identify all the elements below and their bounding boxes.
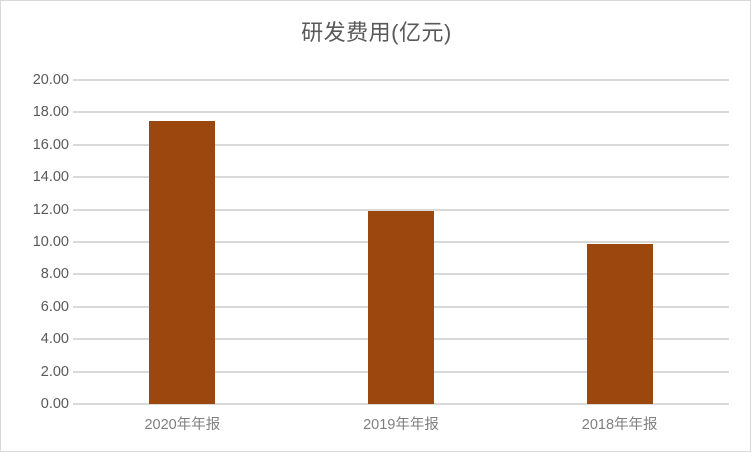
y-axis-tick-label: 12.00 bbox=[32, 201, 69, 218]
bar-2019年年报[interactable] bbox=[368, 210, 434, 404]
chart-title: 研发费用(亿元) bbox=[301, 20, 452, 45]
gridline bbox=[73, 403, 729, 405]
gridline bbox=[73, 208, 729, 211]
x-axis-tick-label: 2018年年报 bbox=[581, 417, 658, 433]
y-axis-tick-label: 20.00 bbox=[32, 72, 69, 88]
bar-2020年年报[interactable] bbox=[149, 121, 216, 404]
gridline bbox=[73, 176, 729, 179]
y-axis-tick-label: 14.00 bbox=[32, 169, 69, 186]
plot-area bbox=[73, 79, 729, 405]
gridline bbox=[73, 143, 729, 146]
x-axis-tick-label: 2020年年报 bbox=[144, 417, 221, 433]
y-axis-tick-label: 10.00 bbox=[32, 234, 69, 250]
gridline bbox=[73, 111, 729, 114]
y-axis-tick-label: 8.00 bbox=[40, 266, 69, 283]
y-axis-labels: 20.00 18.00 16.00 14.00 12.00 10.00 8.00 6.00 4.… bbox=[1, 72, 69, 412]
y-axis-tick-label: 16.00 bbox=[32, 136, 69, 153]
x-axis-tick-label: 2019年年报 bbox=[363, 417, 439, 433]
y-axis-tick-label: 2.00 bbox=[40, 363, 69, 380]
y-axis-tick-label: 0.00 bbox=[40, 396, 69, 412]
y-axis-tick-label: 4.00 bbox=[40, 331, 69, 348]
gridline bbox=[73, 79, 729, 81]
y-axis-tick-label: 6.00 bbox=[40, 298, 69, 315]
y-axis-tick-label: 18.00 bbox=[32, 104, 69, 121]
bar-2018年年报[interactable] bbox=[586, 243, 653, 404]
